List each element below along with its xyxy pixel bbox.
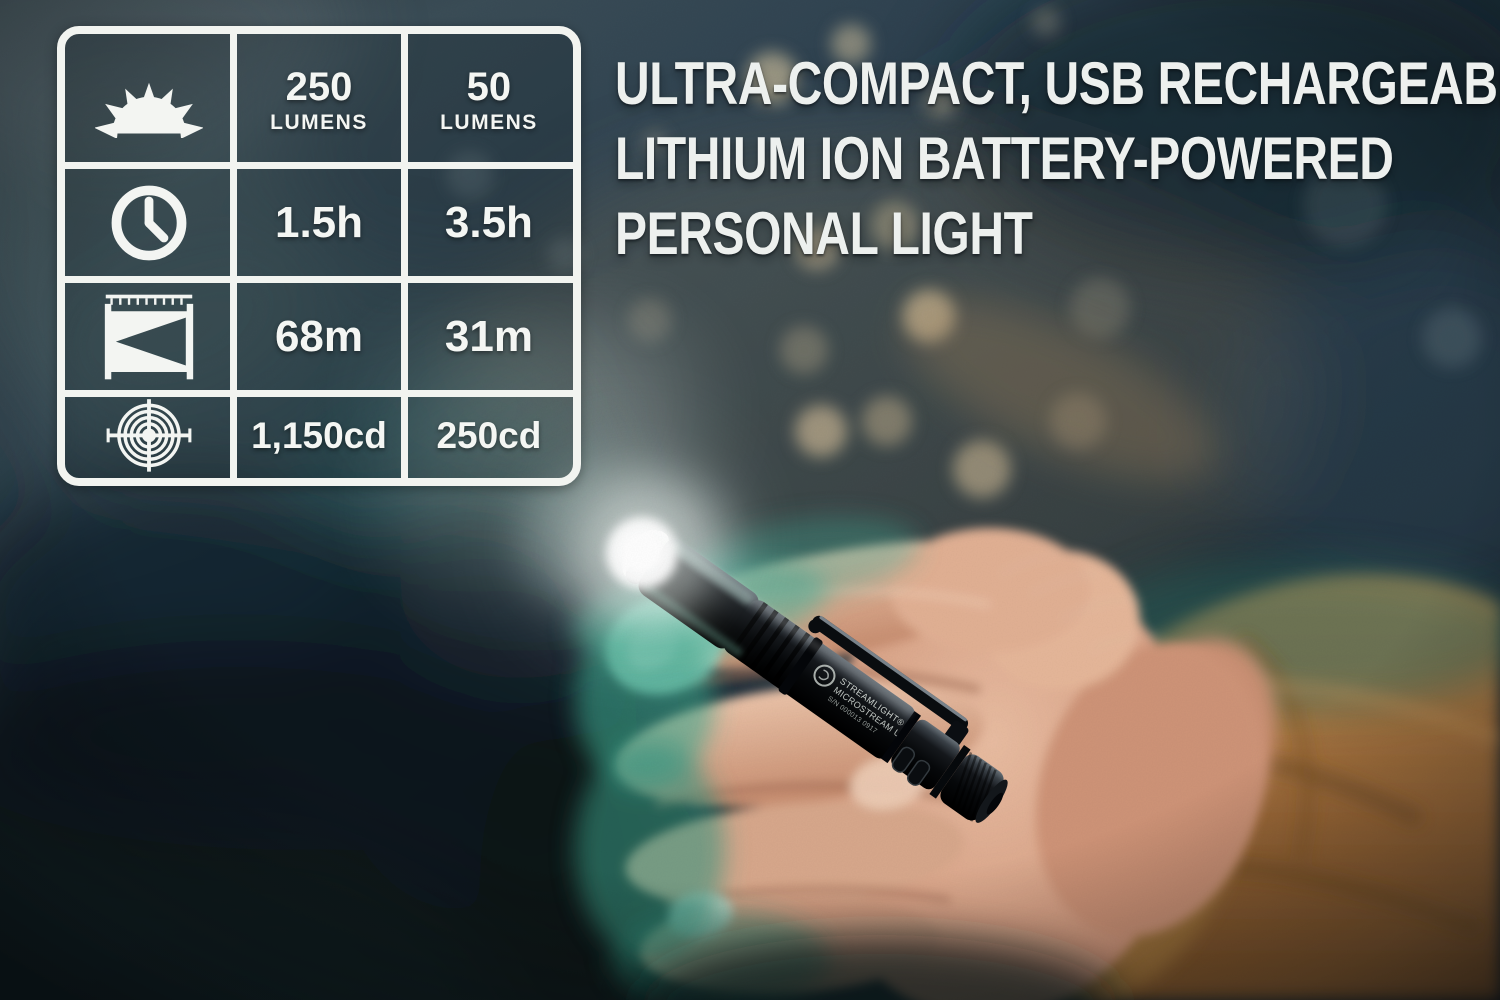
table-gridline-horizontal-3: [65, 389, 573, 397]
headline-line-2: LITHIUM ION BATTERY-POWERED: [615, 125, 1394, 192]
lumens-high-value: 250: [285, 64, 353, 109]
spec-cell-candela-low: 250cd: [405, 393, 573, 478]
candela-low-value: 250cd: [436, 415, 542, 457]
runtime-low-value: 3.5h: [444, 197, 533, 247]
lumens-high-unit: LUMENS: [270, 110, 368, 134]
spec-cell-distance-low: 31m: [405, 280, 573, 393]
runtime-high-value: 1.5h: [274, 197, 364, 247]
spec-cell-distance-high: 68m: [233, 280, 405, 393]
spec-icon-cell-lumens: [65, 34, 233, 166]
table-gridline-vertical-2: [401, 34, 409, 478]
spec-icon-cell-distance: [65, 280, 233, 393]
sun-rays-icon: [95, 82, 204, 138]
lumens-low-unit: LUMENS: [440, 110, 538, 134]
spec-cell-lumens-low: 50 LUMENS: [405, 34, 573, 166]
spec-cell-runtime-low: 3.5h: [405, 166, 573, 280]
headline: ULTRA-COMPACT, USB RECHARGEABLE LITHIUM …: [615, 46, 1500, 271]
distance-low-value: 31m: [444, 311, 533, 361]
candela-target-icon: [106, 399, 192, 472]
table-gridline-vertical-1: [229, 34, 237, 478]
spec-grid: 250 LUMENS 50 LUMENS 1.5h 3.5h: [65, 34, 573, 478]
spec-cell-candela-high: 1,150cd: [233, 393, 405, 478]
headline-line-1: ULTRA-COMPACT, USB RECHARGEABLE: [615, 50, 1500, 117]
spec-icon-cell-runtime: [65, 166, 233, 280]
spec-cell-runtime-high: 1.5h: [233, 166, 405, 280]
distance-high-value: 68m: [274, 311, 364, 361]
headline-line-3: PERSONAL LIGHT: [615, 200, 1033, 267]
beam-distance-icon: [104, 294, 194, 379]
spec-cell-lumens-high: 250 LUMENS: [233, 34, 405, 166]
spec-icon-cell-candela: [65, 393, 233, 478]
clock-icon: [111, 185, 187, 261]
table-gridline-horizontal-2: [65, 276, 573, 284]
table-gridline-horizontal-1: [65, 162, 573, 170]
candela-high-value: 1,150cd: [251, 415, 387, 457]
spec-table: 250 LUMENS 50 LUMENS 1.5h 3.5h: [57, 26, 581, 486]
lumens-low-value: 50: [466, 64, 512, 109]
